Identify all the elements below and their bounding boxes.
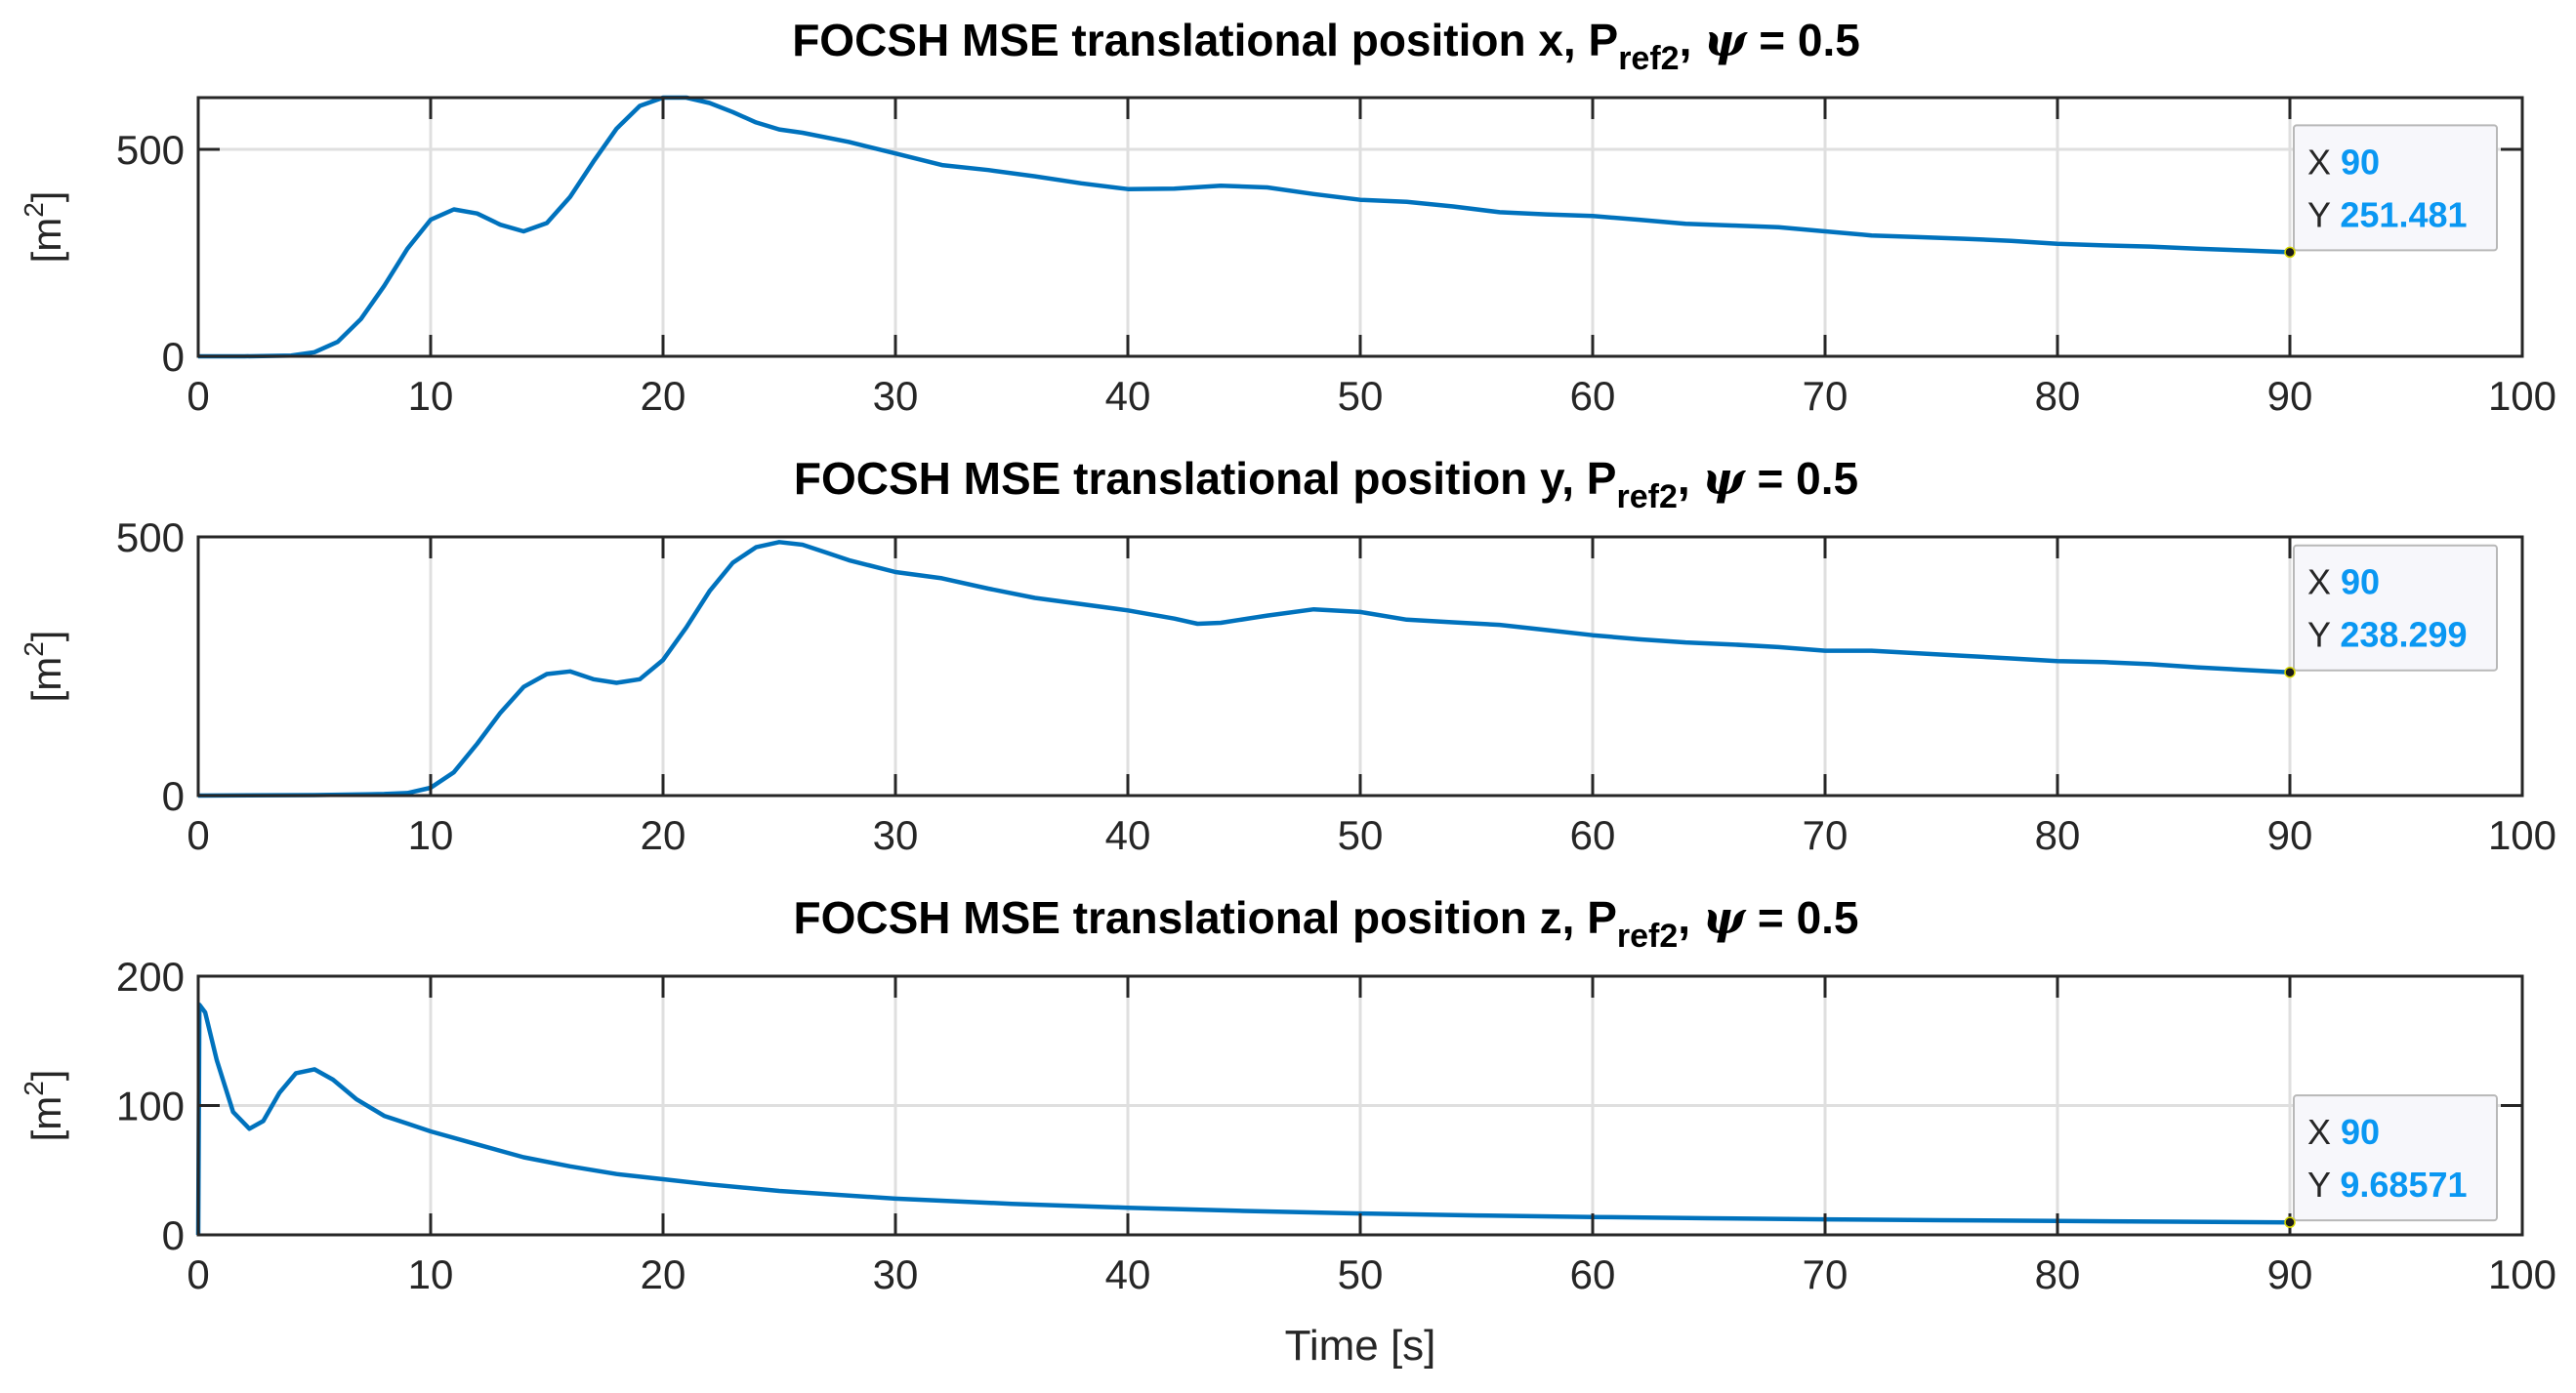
series-line bbox=[197, 540, 2291, 799]
y-tick-label: 500 bbox=[116, 127, 185, 173]
x-axis-label: Time [s] bbox=[1285, 1322, 1436, 1370]
x-tick-label: 40 bbox=[1105, 812, 1151, 858]
x-tick-label: 90 bbox=[2267, 373, 2313, 419]
x-tick-label: 60 bbox=[1570, 812, 1616, 858]
x-tick-label: 60 bbox=[1570, 373, 1616, 419]
datatip-marker bbox=[2284, 1216, 2296, 1228]
chart-title: FOCSH MSE translational position x, Pref… bbox=[792, 14, 1860, 77]
x-tick-label: 0 bbox=[187, 812, 209, 858]
datatip-box bbox=[2293, 544, 2498, 672]
datatip-y-key: Y bbox=[2307, 615, 2340, 655]
datatip-y-value: 238.299 bbox=[2340, 615, 2467, 655]
y-axis-label: [m2] bbox=[19, 1070, 69, 1142]
x-tick-label: 80 bbox=[2035, 373, 2081, 419]
chart-title: FOCSH MSE translational position z, Pref… bbox=[793, 891, 1858, 955]
chart-panel-2: 0 10 20 30 40 50 60 70 80 90 100 0 500 [m2] FOCSH MSE … bbox=[19, 452, 2556, 858]
datatip-x-value: 90 bbox=[2341, 142, 2380, 182]
x-tick-label: 50 bbox=[1338, 812, 1384, 858]
datatip-x-value: 90 bbox=[2341, 1112, 2380, 1152]
x-tick-label: 80 bbox=[2035, 1251, 2081, 1297]
datatip-y-value: 251.481 bbox=[2340, 194, 2467, 234]
y-axis-label: [m2] bbox=[19, 631, 69, 703]
x-tick-label: 40 bbox=[1105, 373, 1151, 419]
x-tick-label: 50 bbox=[1338, 1251, 1384, 1297]
x-tick-label: 10 bbox=[408, 373, 454, 419]
x-tick-label: 20 bbox=[641, 812, 686, 858]
datatip-x-key: X bbox=[2307, 562, 2341, 602]
datatip-x-row: X 90 bbox=[2307, 1112, 2380, 1152]
x-tick-label: 90 bbox=[2267, 812, 2313, 858]
series-line bbox=[198, 95, 2291, 359]
x-tick-label: 70 bbox=[1803, 1251, 1849, 1297]
datatip-marker bbox=[2284, 666, 2296, 678]
x-tick-label: 30 bbox=[873, 373, 919, 419]
y-tick-label: 0 bbox=[162, 1212, 185, 1258]
datatip-x-key: X bbox=[2307, 1112, 2341, 1152]
x-tick-label: 100 bbox=[2488, 812, 2556, 858]
y-tick-label: 0 bbox=[162, 334, 185, 380]
datatip-y-value: 9.68571 bbox=[2340, 1165, 2467, 1205]
y-tick-label: 500 bbox=[116, 514, 185, 560]
x-tick-label: 30 bbox=[873, 1251, 919, 1297]
chart-title: FOCSH MSE translational position y, Pref… bbox=[794, 452, 1858, 515]
x-tick-label: 40 bbox=[1105, 1251, 1151, 1297]
datatip-y-row: Y 238.299 bbox=[2307, 615, 2468, 655]
datatip-y-key: Y bbox=[2307, 194, 2340, 234]
datatip-marker bbox=[2284, 246, 2296, 259]
x-tick-label: 60 bbox=[1570, 1251, 1616, 1297]
chart-panel-3: 0 10 20 30 40 50 60 70 80 90 100 0 100 200 [m2] FOCSH M… bbox=[19, 891, 2556, 1370]
y-tick-label: 200 bbox=[116, 954, 185, 1000]
x-tick-label: 0 bbox=[187, 1251, 209, 1297]
x-tick-label: 10 bbox=[408, 1251, 454, 1297]
datatip-box bbox=[2293, 124, 2498, 252]
series-line bbox=[195, 1002, 2291, 1236]
x-tick-label: 90 bbox=[2267, 1251, 2313, 1297]
datatip-box bbox=[2293, 1094, 2498, 1222]
y-tick-label: 0 bbox=[162, 773, 185, 819]
x-tick-label: 100 bbox=[2488, 373, 2556, 419]
datatip-x-value: 90 bbox=[2341, 562, 2380, 602]
y-tick-label: 100 bbox=[116, 1084, 185, 1129]
datatip-x-row: X 90 bbox=[2307, 142, 2380, 182]
datatip-y-row: Y 251.481 bbox=[2307, 194, 2468, 234]
datatip-y-key: Y bbox=[2307, 1165, 2340, 1205]
x-tick-label: 0 bbox=[187, 373, 209, 419]
x-tick-label: 70 bbox=[1803, 812, 1849, 858]
x-tick-label: 70 bbox=[1803, 373, 1849, 419]
x-tick-label: 20 bbox=[641, 1251, 686, 1297]
datatip-y-row: Y 9.68571 bbox=[2307, 1165, 2468, 1205]
y-axis-label: [m2] bbox=[19, 191, 69, 264]
x-tick-label: 100 bbox=[2488, 1251, 2556, 1297]
chart-panel-1: 0 10 20 30 40 50 60 70 80 90 100 0 500 [m2] FOCSH MSE … bbox=[19, 14, 2556, 419]
datatip-x-row: X 90 bbox=[2307, 562, 2380, 602]
datatip-x-key: X bbox=[2307, 142, 2341, 182]
x-tick-label: 20 bbox=[641, 373, 686, 419]
x-tick-label: 80 bbox=[2035, 812, 2081, 858]
x-tick-label: 30 bbox=[873, 812, 919, 858]
x-tick-label: 10 bbox=[408, 812, 454, 858]
x-tick-label: 50 bbox=[1338, 373, 1384, 419]
